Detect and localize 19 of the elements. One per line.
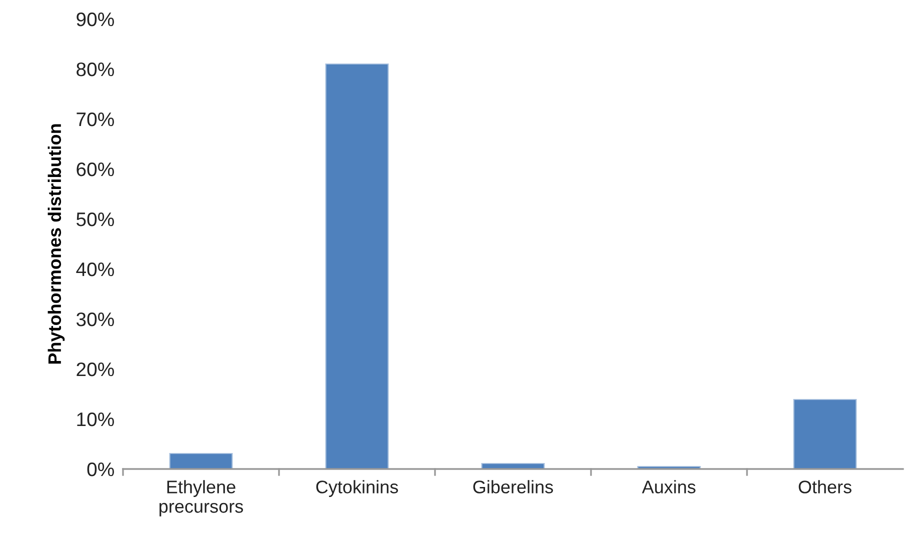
y-tick-label: 60%	[76, 162, 114, 176]
y-tick-label: 90%	[76, 12, 114, 26]
y-tick-label: 80%	[76, 62, 114, 76]
x-tick-label: Auxins	[642, 480, 696, 494]
y-tick-label: 20%	[76, 362, 114, 376]
y-tick-label: 30%	[76, 312, 114, 326]
y-tick-label: 40%	[76, 262, 114, 276]
x-tick-label: Ethylene precursors	[160, 480, 243, 516]
bar	[793, 398, 857, 469]
y-axis-title: Phytohormones distribution	[48, 124, 65, 364]
y-tick-label: 10%	[77, 412, 114, 426]
x-tick-label: Cytokinins	[316, 480, 398, 497]
x-tick-label: Giberelins	[473, 480, 553, 494]
y-tick-label: 0%	[87, 462, 114, 476]
bar	[169, 452, 233, 469]
y-tick-label: 50%	[76, 212, 114, 226]
y-tick-label: 70%	[76, 112, 114, 126]
bar	[325, 63, 389, 469]
x-tick-label: Others	[798, 480, 852, 494]
